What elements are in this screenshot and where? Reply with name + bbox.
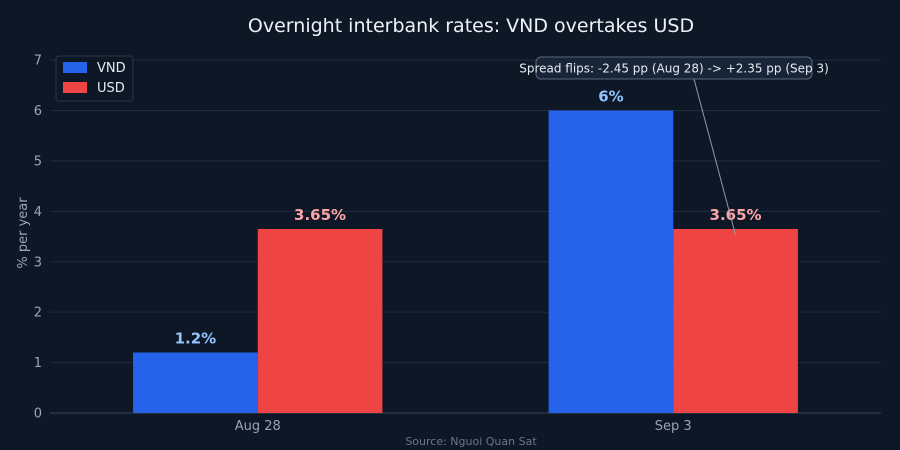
annotation: Spread flips: -2.45 pp (Aug 28) -> +2.35… xyxy=(519,56,829,236)
y-axis-ticks: 0 1 2 3 4 5 6 7 xyxy=(34,54,42,422)
y-tick-label: 6 xyxy=(34,104,42,119)
chart-source: Source: Nguoi Quan Sat xyxy=(405,435,537,448)
data-label: 3.65% xyxy=(710,206,762,224)
y-axis-label: % per year xyxy=(16,197,31,269)
bar-usd xyxy=(257,228,383,413)
legend: VND USD xyxy=(55,55,134,102)
bar-vnd xyxy=(548,110,674,413)
y-tick-label: 7 xyxy=(34,54,42,69)
annotation-arrow xyxy=(693,78,737,236)
y-tick-label: 3 xyxy=(34,255,42,270)
bar-usd xyxy=(673,228,798,413)
x-tick-label: Aug 28 xyxy=(235,419,281,434)
data-label: 6% xyxy=(598,88,623,106)
bars: 1.2% 3.65% 6% 3.65% xyxy=(133,88,798,413)
x-axis-ticks: Aug 28 Sep 3 xyxy=(235,419,692,434)
annotation-box xyxy=(535,56,813,80)
data-label: 3.65% xyxy=(294,206,346,224)
chart-title: Overnight interbank rates: VND overtakes… xyxy=(248,15,694,37)
data-label: 1.2% xyxy=(175,330,217,348)
grid xyxy=(50,59,881,414)
legend-label-usd: USD xyxy=(97,81,125,96)
x-tick-label: Sep 3 xyxy=(655,419,692,434)
legend-label-vnd: VND xyxy=(97,61,126,76)
y-tick-label: 4 xyxy=(34,205,42,220)
y-tick-label: 1 xyxy=(34,356,42,371)
annotation-text: Spread flips: -2.45 pp (Aug 28) -> +2.35… xyxy=(519,62,829,76)
y-tick-label: 5 xyxy=(34,154,42,169)
legend-swatch-usd xyxy=(63,82,87,93)
bar-vnd xyxy=(133,352,258,413)
legend-swatch-vnd xyxy=(63,62,87,73)
y-tick-label: 0 xyxy=(34,407,42,422)
y-tick-label: 2 xyxy=(34,306,42,321)
